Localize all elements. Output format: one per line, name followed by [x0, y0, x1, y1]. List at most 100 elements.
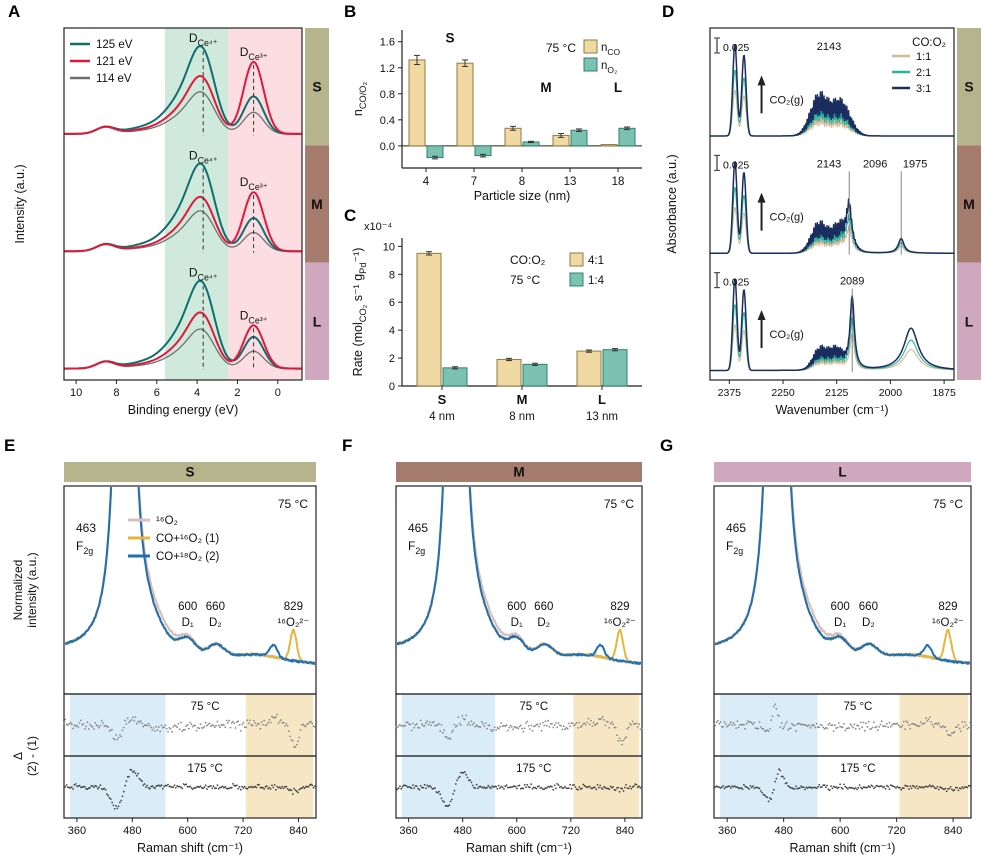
bars	[416, 251, 628, 387]
svg-text:DCe³⁺: DCe³⁺	[240, 175, 268, 192]
svg-text:CO:O₂: CO:O₂	[510, 253, 546, 267]
svg-text:¹⁶O₂²⁻: ¹⁶O₂²⁻	[277, 617, 309, 629]
annotations: 463 F2g 75 °C 600 D₁ 660 D₂ 829 ¹⁶O₂²⁻	[76, 497, 309, 629]
svg-text:DCe⁴⁺: DCe⁴⁺	[189, 148, 218, 165]
svg-text:F2g: F2g	[726, 539, 743, 556]
annotations: 465 F2g 75 °C 600 D₁ 660 D₂ 829 ¹⁶O₂²⁻	[726, 497, 964, 629]
svg-text:600: 600	[508, 825, 526, 837]
svg-text:360: 360	[399, 825, 417, 837]
svg-text:840: 840	[289, 825, 307, 837]
svg-text:L: L	[313, 313, 322, 329]
svg-text:4: 4	[389, 325, 395, 337]
svg-text:7: 7	[471, 176, 477, 188]
svg-text:L: L	[614, 80, 622, 95]
svg-text:Intensity (a.u.): Intensity (a.u.)	[13, 164, 27, 243]
legend: ¹⁶O₂ CO+¹⁶O₂ (1) CO+¹⁸O₂ (2)	[128, 515, 219, 563]
svg-text:D₂: D₂	[862, 617, 875, 629]
svg-text:0.0: 0.0	[380, 141, 395, 153]
main-curves	[397, 487, 641, 666]
panel-b-letter: B	[344, 2, 357, 21]
svg-text:8 nm: 8 nm	[509, 411, 535, 423]
svg-text:8: 8	[389, 269, 395, 281]
svg-text:720: 720	[562, 825, 580, 837]
svg-text:114 eV: 114 eV	[96, 73, 132, 85]
panel-a-letter: A	[8, 2, 21, 21]
svg-text:L: L	[838, 465, 846, 480]
header-band: S	[64, 462, 316, 482]
svg-text:10: 10	[70, 387, 82, 399]
svg-text:0.4: 0.4	[380, 115, 395, 127]
x-axis: 2375 2250 2125 2000 1875 Wavenumber (cm⁻¹)	[718, 380, 956, 417]
diff-row-2: 175 °C	[395, 763, 643, 808]
panel-g: G L 465 F2g 75 °C 600 D₁ 660 D₂ 829 ¹⁶O₂²⁻ 75 °C 17…	[658, 436, 990, 864]
svg-text:2143: 2143	[817, 158, 841, 170]
group-labels-M: 2143 2096 1975 0.025 CO₂(g)	[714, 154, 927, 255]
svg-text:6: 6	[389, 297, 395, 309]
plot-frames	[63, 485, 317, 819]
svg-text:M: M	[540, 80, 551, 95]
svg-text:Absorbance (a.u.): Absorbance (a.u.)	[665, 154, 679, 253]
svg-text:840: 840	[944, 825, 962, 837]
svg-text:D₁: D₁	[182, 617, 194, 629]
svg-text:1975: 1975	[903, 158, 927, 170]
x-axis: 360 480 600 720 840 Raman shift (cm⁻¹)	[68, 818, 308, 855]
svg-text:D₁: D₁	[834, 617, 846, 629]
svg-text:2: 2	[389, 353, 395, 365]
svg-text:0: 0	[275, 387, 281, 399]
svg-text:75 °C: 75 °C	[191, 701, 220, 713]
svg-text:¹⁶O₂²⁻: ¹⁶O₂²⁻	[604, 617, 636, 629]
svg-text:Rate (molCO₂ s⁻¹ gPd⁻¹): Rate (molCO₂ s⁻¹ gPd⁻¹)	[351, 248, 368, 377]
svg-text:13: 13	[564, 176, 577, 188]
svg-text:600: 600	[507, 601, 526, 613]
panel-g-letter: G	[660, 436, 674, 455]
svg-text:480: 480	[774, 825, 792, 837]
svg-text:4 nm: 4 nm	[429, 411, 455, 423]
svg-text:660: 660	[534, 601, 553, 613]
svg-text:Normalized: Normalized	[11, 560, 25, 621]
svg-text:2000: 2000	[879, 387, 903, 399]
group-labels-L: 2089 0.025 CO₂(g)	[714, 272, 864, 372]
panel-e-chart: S 463 F2g 75 °C 600 D₁ 660 D₂ 829 ¹⁶O₂²⁻ ¹⁶O₂ CO+¹⁶…	[11, 462, 317, 855]
shaded-regions	[164, 28, 302, 380]
svg-text:175 °C: 175 °C	[516, 763, 551, 775]
svg-text:1875: 1875	[932, 387, 956, 399]
legend: 125 eV 121 eV 114 eV	[70, 39, 133, 85]
svg-text:2:1: 2:1	[916, 67, 931, 79]
legend: CO:O₂ 1:1 2:1 3:1	[892, 37, 946, 95]
svg-text:S: S	[964, 79, 973, 95]
svg-text:L: L	[598, 392, 606, 407]
svg-text:nCO: nCO	[601, 42, 621, 57]
svg-text:75 °C: 75 °C	[510, 273, 540, 287]
main-curves	[65, 487, 315, 665]
svg-text:DCe³⁺: DCe³⁺	[240, 45, 268, 62]
legend: 75 °C nCO nO₂	[546, 39, 621, 75]
svg-text:D₂: D₂	[537, 617, 550, 629]
panel-c: C 0 2 4 6 8 10 S 4 nm M 8 nm L 13 nm Rate (molCO₂ s⁻…	[342, 206, 660, 434]
svg-text:600: 600	[831, 825, 849, 837]
panel-c-chart: 0 2 4 6 8 10 S 4 nm M 8 nm L 13 nm Rate (molCO₂ s⁻¹ …	[351, 221, 642, 423]
svg-text:75 °C: 75 °C	[546, 41, 576, 55]
main-curves	[715, 487, 970, 665]
svg-text:4: 4	[194, 387, 200, 399]
svg-text:2089: 2089	[840, 276, 864, 288]
diff-row-2: 175 °C	[63, 763, 316, 810]
svg-text:D₁: D₁	[511, 617, 523, 629]
svg-text:4:1: 4:1	[588, 255, 604, 267]
svg-text:720: 720	[234, 825, 252, 837]
panel-a: A DCe⁴⁺ DCe³⁺ DCe⁴⁺ DCe³⁺ DCe⁴⁺ DCe³⁺ 125 eV 12…	[6, 2, 338, 434]
axes: 0 2 4 6 8 10 S 4 nm M 8 nm L 13 nm	[383, 238, 642, 423]
svg-text:S: S	[312, 79, 321, 95]
svg-text:F2g: F2g	[408, 539, 425, 556]
svg-text:75 °C: 75 °C	[278, 497, 308, 511]
x-axis: 10 8 6 4 2 0 Binding energy (eV)	[70, 380, 281, 417]
svg-text:DCe³⁺: DCe³⁺	[240, 308, 268, 325]
svg-text:x10⁻⁴: x10⁻⁴	[364, 221, 393, 233]
panel-e: E S 463 F2g 75 °C 600 D₁ 660 D₂ 829 ¹⁶O₂²⁻ ¹⁶O₂ CO+…	[2, 436, 338, 864]
svg-text:nO₂: nO₂	[601, 60, 617, 75]
svg-text:8: 8	[113, 387, 119, 399]
panel-b-chart: 0.0 0.4 0.8 1.2 1.6 4 7 8 13 18 Particle size (nm)…	[351, 30, 642, 203]
svg-text:nCO/O₂: nCO/O₂	[351, 82, 368, 117]
svg-text:S: S	[185, 465, 194, 480]
svg-text:0.025: 0.025	[723, 277, 749, 289]
panel-b: B 0.0 0.4 0.8 1.2 1.6 4 7 8 13 18 Particle size (n…	[342, 2, 660, 204]
